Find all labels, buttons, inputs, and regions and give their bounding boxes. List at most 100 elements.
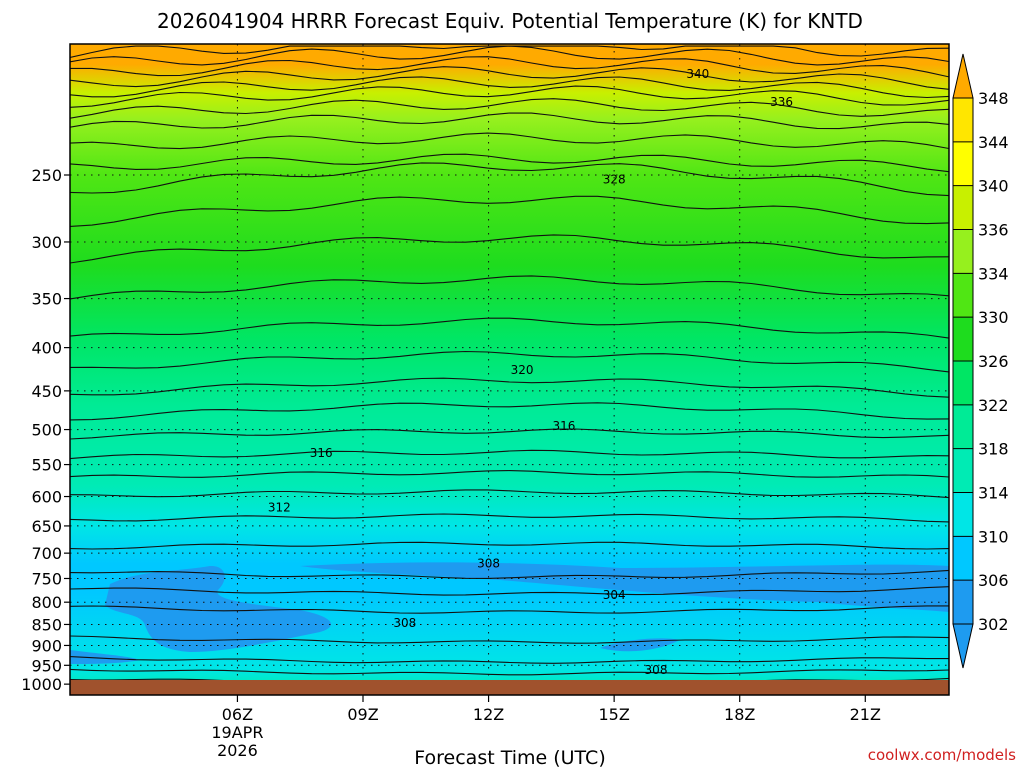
colorbar-tick-label: 330 [978, 308, 1009, 327]
contour-line [70, 195, 949, 227]
contour-line [70, 45, 949, 66]
contour-line [70, 112, 949, 130]
colorbar-tick-label: 318 [978, 440, 1009, 459]
colorbar-tick-label: 344 [978, 133, 1009, 152]
y-tick-label: 250 [31, 166, 62, 185]
y-tick-label: 500 [31, 421, 62, 440]
contour-line [70, 317, 949, 339]
contour-label: 320 [511, 363, 534, 377]
colorbar-segment [953, 229, 973, 274]
contour-label: 308 [477, 556, 500, 570]
colorbar-segment [953, 141, 973, 187]
contour-line [70, 668, 949, 676]
contour-line [70, 234, 949, 264]
y-tick-label: 800 [31, 593, 62, 612]
colorbar-segment [953, 98, 973, 143]
y-tick-label: 900 [31, 636, 62, 655]
colorbar-tick-label: 340 [978, 177, 1009, 196]
low-theta-e-pocket-surface [70, 650, 140, 664]
contour-label: 304 [603, 588, 626, 602]
contour-label: 308 [645, 663, 668, 677]
y-axis-pressure: 250 300 350 400 450 500 550 600 650 700 750 800 850 9… [21, 166, 70, 694]
credit-text: coolwx.com/models [868, 746, 1016, 764]
contour-line [70, 402, 949, 421]
contour-line [70, 489, 949, 499]
contour-line [70, 470, 949, 478]
colorbar-segment [953, 361, 973, 406]
contour-line [70, 449, 949, 460]
contour-line [70, 635, 949, 644]
y-tick-label: 950 [31, 656, 62, 675]
colorbar-segment [953, 273, 973, 318]
colorbar: 348 344 340 336 334 330 326 322 318 314 310 306 302 [952, 53, 1009, 669]
ground-surface [70, 680, 949, 695]
x-tick-label: 06Z [222, 705, 253, 724]
colorbar-tick-label: 336 [978, 221, 1009, 240]
contour-label: 308 [393, 616, 416, 630]
y-tick-label: 400 [31, 339, 62, 358]
contour-line [70, 153, 949, 173]
colorbar-segment [953, 404, 973, 450]
colorbar-tick-label: 314 [978, 484, 1009, 503]
contour-line [70, 656, 949, 664]
x-tick-label: 18Z [724, 705, 755, 724]
y-tick-label: 1000 [21, 675, 62, 694]
contour-line [70, 132, 949, 150]
low-theta-e-pocket-mid [300, 562, 949, 612]
colorbar-segment [953, 580, 973, 625]
colorbar-segment [953, 492, 973, 537]
contour-line [70, 56, 949, 78]
colorbar-segment [953, 317, 973, 362]
y-tick-label: 650 [31, 517, 62, 536]
chart-title: 2026041904 HRRR Forecast Equiv. Potentia… [157, 9, 863, 33]
colorbar-tick-label: 348 [978, 89, 1009, 108]
x-tick-label: 21Z [850, 705, 881, 724]
colorbar-segment [953, 185, 973, 230]
contour-label: 316 [310, 446, 333, 460]
y-tick-label: 300 [31, 233, 62, 252]
contour-line [70, 98, 949, 119]
y-tick-label: 550 [31, 456, 62, 475]
plot-frame [69, 43, 950, 696]
colorbar-min-arrow [952, 623, 974, 669]
y-tick-label: 600 [31, 488, 62, 507]
contour-line [70, 605, 949, 614]
contour-line [70, 586, 949, 596]
y-tick-label: 450 [31, 382, 62, 401]
colorbar-tick-label: 302 [978, 615, 1009, 634]
contour-label: 316 [552, 419, 575, 433]
x-tick-label: 15Z [598, 705, 629, 724]
contour-line [70, 66, 949, 90]
contour-label: 312 [268, 500, 291, 514]
colorbar-tick-label: 326 [978, 352, 1009, 371]
contour-lines [70, 45, 949, 692]
contour-line [70, 377, 949, 398]
contour-line [70, 76, 949, 99]
x-tick-sublabel: 19APR [211, 723, 263, 742]
contour-line [70, 428, 949, 440]
contour-line [70, 513, 949, 523]
colorbar-tick-label: 306 [978, 571, 1009, 590]
low-theta-e-pocket-early [105, 565, 332, 652]
y-tick-label: 750 [31, 569, 62, 588]
colorbar-tick-label: 334 [978, 264, 1009, 283]
contour-label: 328 [603, 172, 626, 186]
x-tick-label: 12Z [473, 705, 504, 724]
x-tick-label: 09Z [347, 705, 378, 724]
colorbar-max-arrow [952, 53, 974, 99]
contour-line [70, 569, 949, 579]
y-tick-label: 350 [31, 290, 62, 309]
contour-line [70, 85, 949, 108]
low-theta-e-pocket-late [600, 638, 680, 652]
contour-line [70, 541, 949, 550]
contour-line [70, 275, 949, 300]
contour-line [70, 162, 949, 197]
colorbar-tick-label: 310 [978, 527, 1009, 546]
contour-line [70, 350, 949, 373]
colorbar-segment [953, 448, 973, 493]
contour-label: 340 [686, 67, 709, 81]
colorbar-segment [953, 536, 973, 581]
y-tick-label: 850 [31, 615, 62, 634]
